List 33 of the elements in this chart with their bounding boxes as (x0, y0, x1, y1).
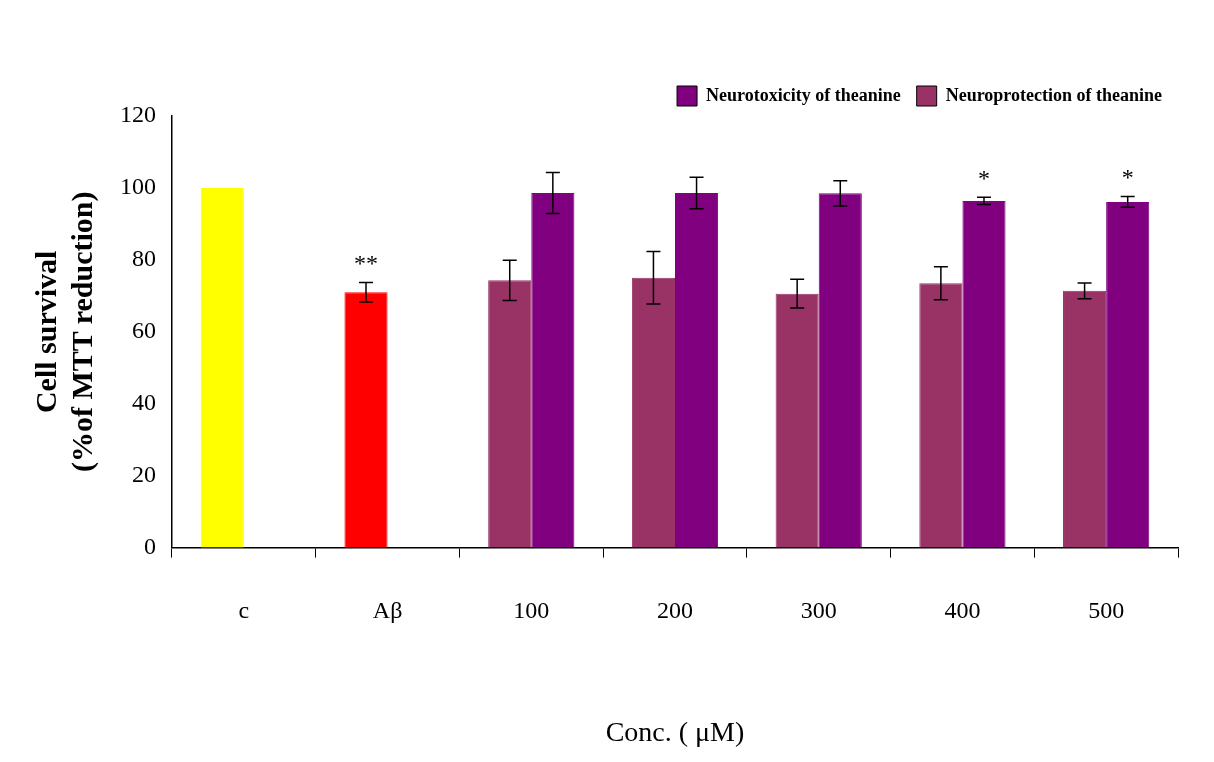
y-tick-label: 100 (120, 173, 156, 200)
x-tick-label: c (238, 597, 250, 624)
annotation: * (1121, 163, 1134, 190)
bar (200, 187, 244, 548)
annotation: ** (354, 249, 379, 276)
y-tick-label: 120 (120, 101, 156, 128)
bar (775, 293, 819, 548)
y-tick-label: 40 (132, 389, 156, 416)
legend-label: Neurotoxicity of theanine (706, 84, 901, 105)
x-tick-label: Aβ (372, 597, 403, 624)
y-tick-label: 20 (132, 460, 156, 487)
y-axis-title: Cell survival (%of MTT reduction) (28, 191, 99, 473)
annotation: * (977, 164, 990, 191)
y-tick-label: 80 (132, 245, 156, 272)
bar (675, 192, 719, 548)
x-tick-label: 100 (513, 597, 550, 624)
y-tick-label: 60 (132, 317, 156, 344)
bar (344, 292, 388, 548)
bar (1063, 290, 1107, 548)
bar (531, 192, 575, 548)
bar (631, 277, 675, 548)
legend-label: Neuroprotection of theanine (945, 84, 1163, 105)
x-tick-label: 300 (800, 597, 837, 624)
y-tick-label: 0 (144, 532, 156, 559)
bar (1106, 201, 1150, 548)
x-tick-label: 200 (657, 597, 693, 624)
bar (919, 283, 963, 548)
x-tick-label: 400 (944, 597, 981, 624)
x-axis-title: Conc. ( μM) (605, 715, 745, 747)
bar (818, 193, 862, 548)
bar (962, 200, 1006, 548)
bar (488, 280, 532, 548)
x-tick-label: 500 (1088, 597, 1125, 624)
